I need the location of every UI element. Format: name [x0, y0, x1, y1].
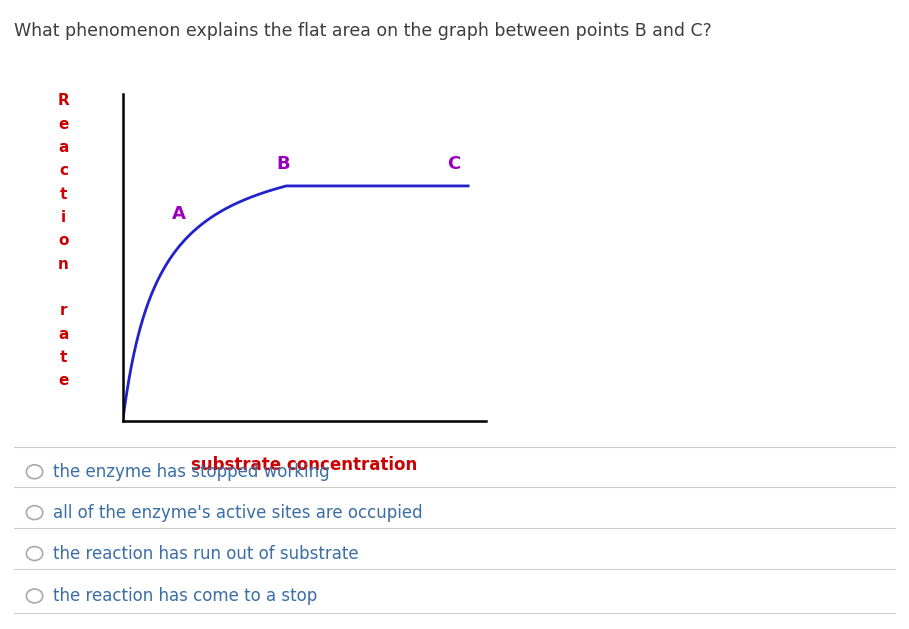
Text: t: t — [60, 350, 67, 365]
Text: n: n — [58, 257, 69, 272]
Text: c: c — [59, 164, 68, 178]
Text: o: o — [58, 233, 69, 248]
Text: t: t — [60, 187, 67, 201]
Text: the enzyme has stopped working: the enzyme has stopped working — [53, 463, 329, 481]
Text: A: A — [172, 205, 186, 223]
Text: a: a — [58, 140, 69, 155]
Text: the reaction has run out of substrate: the reaction has run out of substrate — [53, 545, 358, 562]
Text: a: a — [58, 327, 69, 342]
Text: R: R — [58, 93, 69, 108]
Text: e: e — [58, 374, 69, 389]
Text: C: C — [447, 155, 460, 173]
Text: substrate concentration: substrate concentration — [192, 456, 417, 474]
Text: e: e — [58, 116, 69, 131]
Text: What phenomenon explains the flat area on the graph between points B and C?: What phenomenon explains the flat area o… — [14, 22, 712, 40]
Text: all of the enzyme's active sites are occupied: all of the enzyme's active sites are occ… — [53, 504, 423, 521]
Text: r: r — [60, 303, 67, 318]
Text: i: i — [61, 210, 66, 225]
Text: B: B — [276, 155, 289, 173]
Text: the reaction has come to a stop: the reaction has come to a stop — [53, 587, 317, 605]
